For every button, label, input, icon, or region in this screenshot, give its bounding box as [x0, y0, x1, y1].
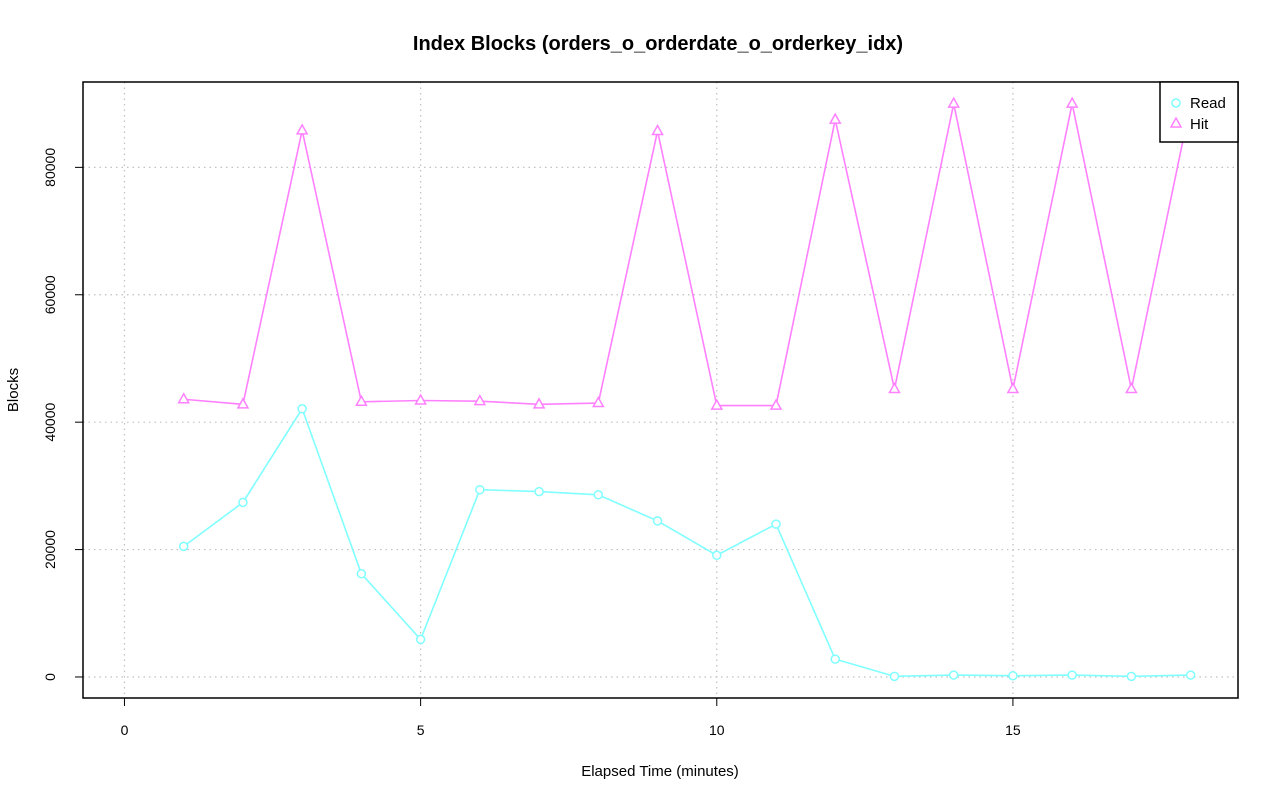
data-point-hit — [1065, 96, 1079, 108]
data-point-read — [178, 541, 189, 552]
data-point-read — [1067, 670, 1077, 680]
grid — [83, 82, 1238, 698]
legend: Read Hit — [1159, 81, 1239, 143]
data-point-read — [238, 497, 248, 508]
data-point-hit — [888, 382, 901, 394]
series-line-hit — [183, 103, 1192, 407]
y-tick-label: 60000 — [42, 275, 58, 314]
data-point-hit — [651, 124, 664, 136]
legend-hit-label: Hit — [1190, 116, 1209, 133]
data-point-hit — [947, 96, 960, 108]
y-axis: 0 20000 40000 60000 80000 — [42, 148, 83, 681]
y-tick-label: 0 — [42, 673, 58, 681]
data-point-read — [948, 670, 959, 680]
data-point-hit — [414, 393, 427, 405]
series-group — [177, 96, 1197, 682]
data-point-hit — [236, 397, 250, 409]
data-point-hit — [1125, 382, 1138, 394]
data-point-read — [652, 516, 663, 526]
data-point-read — [771, 519, 781, 529]
y-axis-label: Blocks — [5, 368, 22, 412]
data-point-hit — [473, 394, 487, 406]
y-tick-label: 80000 — [42, 148, 58, 187]
data-point-read — [297, 404, 307, 414]
data-point-hit — [295, 123, 309, 135]
data-point-hit — [828, 112, 842, 124]
x-tick-label: 0 — [121, 722, 129, 738]
x-axis: 0 5 10 15 — [121, 698, 1021, 738]
data-point-hit — [592, 396, 605, 408]
x-axis-label: Elapsed Time (minutes) — [581, 763, 739, 780]
x-tick-label: 5 — [417, 722, 425, 738]
data-point-hit — [532, 397, 546, 409]
x-tick-label: 15 — [1005, 722, 1021, 738]
data-point-read — [593, 490, 604, 500]
data-point-hit — [769, 398, 783, 410]
series-line-read — [183, 406, 1191, 678]
legend-hit-marker — [1169, 116, 1183, 128]
y-tick-label: 20000 — [42, 530, 58, 569]
data-point-read — [712, 550, 722, 561]
data-point-read — [534, 486, 544, 497]
chart-title: Index Blocks (orders_o_orderdate_o_order… — [413, 33, 903, 55]
data-point-read — [415, 634, 426, 645]
data-point-read — [1126, 671, 1137, 682]
plot-frame — [82, 81, 1239, 699]
y-tick-label: 40000 — [42, 402, 58, 441]
x-tick-label: 10 — [709, 722, 725, 738]
data-point-read — [356, 569, 367, 579]
legend-box — [1159, 81, 1239, 143]
data-point-read — [475, 484, 485, 495]
legend-read-label: Read — [1190, 95, 1226, 112]
legend-read-marker — [1171, 98, 1181, 108]
data-point-hit — [355, 394, 368, 407]
data-point-read — [1008, 670, 1018, 681]
data-point-hit — [177, 392, 190, 404]
data-point-read — [1185, 670, 1196, 680]
data-point-read — [830, 654, 840, 664]
data-point-hit — [710, 398, 724, 410]
data-point-read — [889, 671, 900, 682]
data-point-hit — [1006, 382, 1020, 394]
